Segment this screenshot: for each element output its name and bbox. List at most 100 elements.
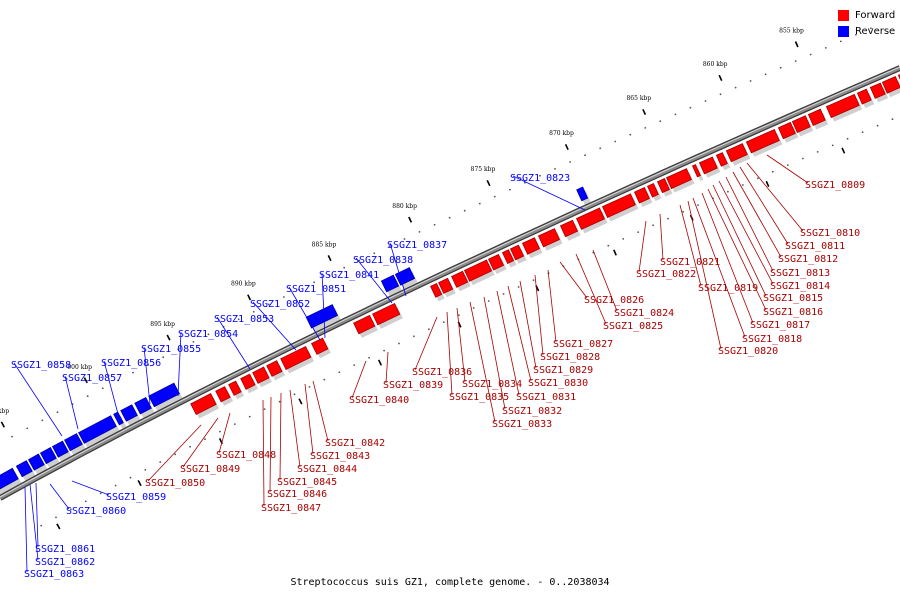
reverse-gene[interactable]	[305, 304, 339, 329]
gene-label[interactable]: SSGZ1_0834	[462, 379, 522, 390]
gene-label[interactable]: SSGZ1_0852	[250, 299, 310, 310]
gene-label[interactable]: SSGZ1_0837	[387, 240, 447, 251]
gene-label[interactable]: SSGZ1_0832	[502, 406, 562, 417]
gene-label[interactable]: SSGZ1_0819	[698, 283, 758, 294]
forward-gene[interactable]	[869, 82, 886, 99]
forward-gene[interactable]	[601, 193, 636, 219]
forward-gene[interactable]	[575, 207, 606, 230]
gene-label[interactable]: SSGZ1_0828	[540, 352, 600, 363]
forward-gene[interactable]	[266, 360, 283, 377]
reverse-gene[interactable]	[15, 460, 33, 478]
gene-label[interactable]: SSGZ1_0833	[492, 419, 552, 430]
forward-gene[interactable]	[501, 249, 515, 265]
gene-label[interactable]: SSGZ1_0863	[24, 569, 84, 580]
gene-label[interactable]: SSGZ1_0811	[785, 241, 845, 252]
forward-gene[interactable]	[665, 168, 692, 190]
forward-gene[interactable]	[656, 177, 670, 194]
forward-gene[interactable]	[353, 314, 376, 335]
forward-gene[interactable]	[521, 237, 541, 255]
forward-gene[interactable]	[745, 128, 780, 154]
gene-label[interactable]: SSGZ1_0818	[742, 334, 802, 345]
reverse-gene[interactable]	[134, 396, 152, 415]
gene-label[interactable]: SSGZ1_0812	[778, 254, 838, 265]
forward-gene[interactable]	[777, 121, 796, 140]
gene-label[interactable]: SSGZ1_0829	[533, 365, 593, 376]
forward-gene[interactable]	[451, 270, 469, 288]
forward-gene[interactable]	[559, 219, 579, 238]
reverse-gene[interactable]	[120, 404, 138, 422]
forward-gene[interactable]	[280, 345, 312, 371]
gene-label[interactable]: SSGZ1_0858	[11, 360, 71, 371]
gene-label[interactable]: SSGZ1_0845	[277, 477, 337, 488]
forward-gene[interactable]	[240, 373, 256, 390]
gene-label[interactable]: SSGZ1_0849	[180, 464, 240, 475]
gene-label[interactable]: SSGZ1_0851	[286, 284, 346, 295]
forward-gene[interactable]	[691, 164, 701, 178]
gene-label[interactable]: SSGZ1_0814	[770, 281, 830, 292]
gene-label[interactable]: SSGZ1_0813	[770, 268, 830, 279]
forward-gene[interactable]	[372, 302, 401, 326]
gene-label[interactable]: SSGZ1_0839	[383, 380, 443, 391]
forward-gene[interactable]	[215, 386, 231, 403]
forward-gene[interactable]	[190, 393, 217, 416]
reverse-gene[interactable]	[78, 415, 117, 444]
forward-gene[interactable]	[228, 380, 242, 396]
gene-label[interactable]: SSGZ1_0809	[805, 180, 865, 191]
gene-label[interactable]: SSGZ1_0843	[310, 451, 370, 462]
forward-gene[interactable]	[856, 88, 872, 105]
gene-label[interactable]: SSGZ1_0823	[510, 173, 570, 184]
gene-label[interactable]: SSGZ1_0841	[319, 270, 379, 281]
forward-gene[interactable]	[725, 143, 748, 163]
gene-label[interactable]: SSGZ1_0848	[216, 450, 276, 461]
forward-gene[interactable]	[311, 337, 329, 355]
forward-gene[interactable]	[698, 156, 718, 175]
gene-label[interactable]: SSGZ1_0817	[750, 320, 810, 331]
gene-label[interactable]: SSGZ1_0816	[763, 307, 823, 318]
forward-gene[interactable]	[807, 108, 826, 127]
gene-label[interactable]: SSGZ1_0844	[297, 464, 357, 475]
gene-label[interactable]: SSGZ1_0830	[528, 378, 588, 389]
gene-label[interactable]: SSGZ1_0838	[353, 255, 413, 266]
reverse-gene[interactable]	[27, 453, 45, 471]
forward-gene[interactable]	[509, 244, 525, 261]
forward-gene[interactable]	[881, 75, 900, 94]
forward-gene[interactable]	[487, 253, 505, 271]
gene-label[interactable]: SSGZ1_0810	[800, 228, 860, 239]
gene-label[interactable]: SSGZ1_0860	[66, 506, 126, 517]
forward-gene[interactable]	[252, 366, 270, 384]
gene-label[interactable]: SSGZ1_0861	[35, 544, 95, 555]
gene-label[interactable]: SSGZ1_0857	[62, 373, 122, 384]
gene-label[interactable]: SSGZ1_0835	[449, 392, 509, 403]
gene-label[interactable]: SSGZ1_0862	[35, 557, 95, 568]
gene-label[interactable]: SSGZ1_0825	[603, 321, 663, 332]
gene-label[interactable]: SSGZ1_0847	[261, 503, 321, 514]
reverse-gene[interactable]	[39, 447, 57, 465]
gene-label[interactable]: SSGZ1_0827	[553, 339, 613, 350]
forward-gene[interactable]	[646, 182, 659, 198]
gene-label[interactable]: SSGZ1_0850	[145, 478, 205, 489]
reverse-gene[interactable]	[51, 440, 69, 458]
gene-label[interactable]: SSGZ1_0820	[718, 346, 778, 357]
gene-label[interactable]: SSGZ1_0824	[614, 308, 674, 319]
gene-label[interactable]: SSGZ1_0826	[584, 295, 644, 306]
gene-label[interactable]: SSGZ1_0822	[636, 269, 696, 280]
gene-label[interactable]: SSGZ1_0821	[660, 257, 720, 268]
forward-gene[interactable]	[633, 186, 650, 204]
gene-label[interactable]: SSGZ1_0853	[214, 314, 274, 325]
forward-gene[interactable]	[791, 115, 811, 134]
reverse-gene[interactable]	[394, 267, 416, 286]
gene-label[interactable]: SSGZ1_0836	[412, 367, 472, 378]
reverse-gene[interactable]	[0, 467, 19, 491]
gene-label[interactable]: SSGZ1_0842	[325, 438, 385, 449]
gene-label[interactable]: SSGZ1_0846	[267, 489, 327, 500]
forward-gene[interactable]	[438, 277, 454, 294]
gene-label[interactable]: SSGZ1_0859	[106, 492, 166, 503]
gene-label[interactable]: SSGZ1_0856	[101, 358, 161, 369]
gene-label[interactable]: SSGZ1_0840	[349, 395, 409, 406]
gene-label[interactable]: SSGZ1_0831	[516, 392, 576, 403]
gene-label[interactable]: SSGZ1_0815	[763, 293, 823, 304]
forward-gene[interactable]	[537, 228, 561, 248]
forward-gene[interactable]	[430, 282, 443, 298]
reverse-gene[interactable]	[576, 186, 589, 202]
gene-label[interactable]: SSGZ1_0855	[141, 344, 201, 355]
